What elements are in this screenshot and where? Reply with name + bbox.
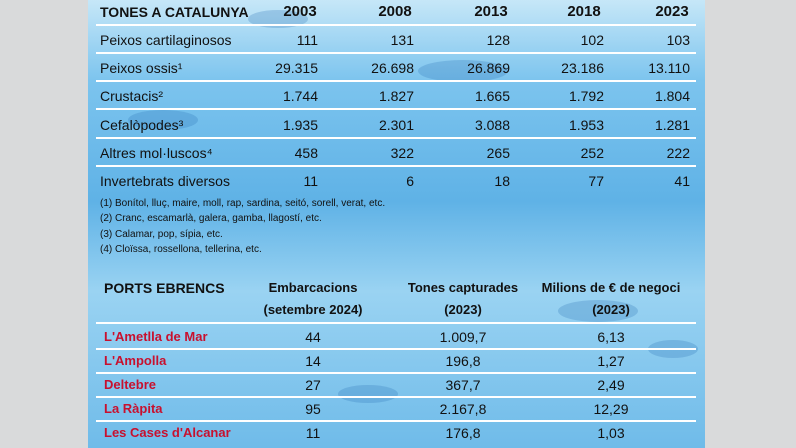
row-separator	[96, 322, 696, 324]
column-header: Milions de € de negoci	[541, 280, 681, 295]
cell-value: 11	[305, 425, 321, 441]
cell-value: 265	[486, 144, 510, 161]
table-title: TONES A CATALUNYA	[100, 4, 249, 20]
column-header: 2008	[378, 3, 412, 20]
cell-value: 27	[305, 377, 321, 393]
column-header: 2013	[474, 3, 508, 20]
row-separator	[96, 136, 696, 139]
cell-value: 196,8	[445, 353, 481, 369]
cell-value: 1,03	[597, 425, 625, 441]
cell-value: 44	[305, 329, 321, 345]
column-header: 2003	[283, 3, 317, 20]
fish-decoration	[338, 385, 398, 403]
port-name: Les Cases d'Alcanar	[104, 425, 231, 440]
cell-value: 1,27	[597, 353, 625, 369]
cell-value: 176,8	[445, 425, 481, 441]
column-subheader: (2023)	[592, 302, 630, 317]
cell-value: 222	[666, 144, 690, 161]
row-separator	[96, 348, 696, 350]
cell-value: 77	[588, 173, 604, 189]
cell-value: 1.827	[378, 88, 414, 105]
cell-value: 12,29	[593, 401, 629, 417]
cell-value: 111	[296, 32, 318, 48]
row-label: Peixos cartilaginosos	[100, 32, 232, 48]
cell-value: 1.804	[654, 88, 690, 105]
cell-value: 13.110	[648, 60, 690, 77]
cell-value: 1.281	[654, 116, 690, 133]
cell-value: 11	[303, 173, 318, 189]
cell-value: 3.088	[474, 116, 510, 133]
row-separator	[96, 420, 696, 422]
port-name: La Ràpita	[104, 401, 163, 416]
row-separator	[96, 52, 696, 54]
port-name: L'Ametlla de Mar	[104, 329, 208, 344]
cell-value: 2.167,8	[439, 401, 487, 417]
fish-decoration	[128, 110, 198, 130]
cell-value: 458	[294, 144, 318, 161]
row-separator	[96, 396, 696, 398]
row-label: Crustacis²	[100, 88, 164, 105]
row-label: Peixos ossis¹	[100, 60, 183, 77]
row-separator	[96, 80, 696, 83]
cell-value: 95	[305, 401, 321, 417]
fish-decoration	[558, 300, 638, 322]
cell-value: 1.953	[568, 116, 604, 133]
cell-value: 128	[486, 32, 510, 48]
cell-value: 23.186	[561, 60, 604, 77]
cell-value: 252	[580, 144, 604, 161]
footnote: (4) Cloïssa, rossellona, tellerina, etc.	[100, 243, 262, 255]
cell-value: 29.315	[275, 60, 318, 77]
cell-value: 1.665	[474, 88, 510, 105]
port-name: Deltebre	[104, 377, 157, 392]
cell-value: 41	[674, 173, 690, 189]
column-subheader: (2023)	[444, 302, 482, 317]
cell-value: 6	[406, 173, 414, 189]
cell-value: 131	[390, 32, 414, 48]
fish-decoration	[248, 10, 308, 28]
footnote: (2) Cranc, escamarlà, galera, gamba, lla…	[100, 213, 322, 225]
column-header: Embarcacions	[268, 280, 358, 295]
cell-value: 18	[494, 173, 510, 189]
port-name: L'Ampolla	[104, 353, 167, 368]
cell-value: 1.009,7	[439, 329, 487, 345]
row-label: Cefalòpodes³	[100, 116, 184, 133]
cell-value: 1.935	[282, 116, 318, 133]
cell-value: 2,49	[597, 377, 625, 393]
row-label: Invertebrats diversos	[100, 173, 230, 189]
column-header: Tones capturades	[407, 280, 519, 295]
cell-value: 2.301	[378, 116, 414, 133]
row-separator	[96, 372, 696, 374]
column-subheader: (setembre 2024)	[263, 302, 363, 317]
cell-value: 102	[580, 32, 604, 48]
cell-value: 1.792	[568, 88, 604, 105]
cell-value: 6,13	[597, 329, 625, 345]
cell-value: 367,7	[445, 377, 481, 393]
column-header: 2023	[655, 3, 689, 20]
footnote: (3) Calamar, pop, sípia, etc.	[100, 228, 223, 240]
column-header: 2018	[567, 3, 601, 20]
panel: TONES A CATALUNYA 2003 2008 2013 2018 2023 Pei…	[88, 0, 705, 448]
row-separator	[96, 164, 696, 167]
row-label: Altres mol·luscos⁴	[100, 144, 213, 161]
cell-value: 26.698	[371, 60, 414, 77]
footnote: (1) Bonítol, lluç, maire, moll, rap, sar…	[100, 198, 386, 209]
cell-value: 14	[305, 353, 321, 369]
fish-decoration	[418, 60, 508, 82]
cell-value: 103	[666, 32, 690, 48]
cell-value: 26.869	[467, 60, 510, 77]
row-separator	[96, 108, 696, 111]
table-title: PORTS EBRENCS	[104, 280, 225, 296]
cell-value: 1.744	[282, 88, 318, 105]
cell-value: 322	[390, 144, 414, 161]
row-separator	[96, 24, 696, 26]
